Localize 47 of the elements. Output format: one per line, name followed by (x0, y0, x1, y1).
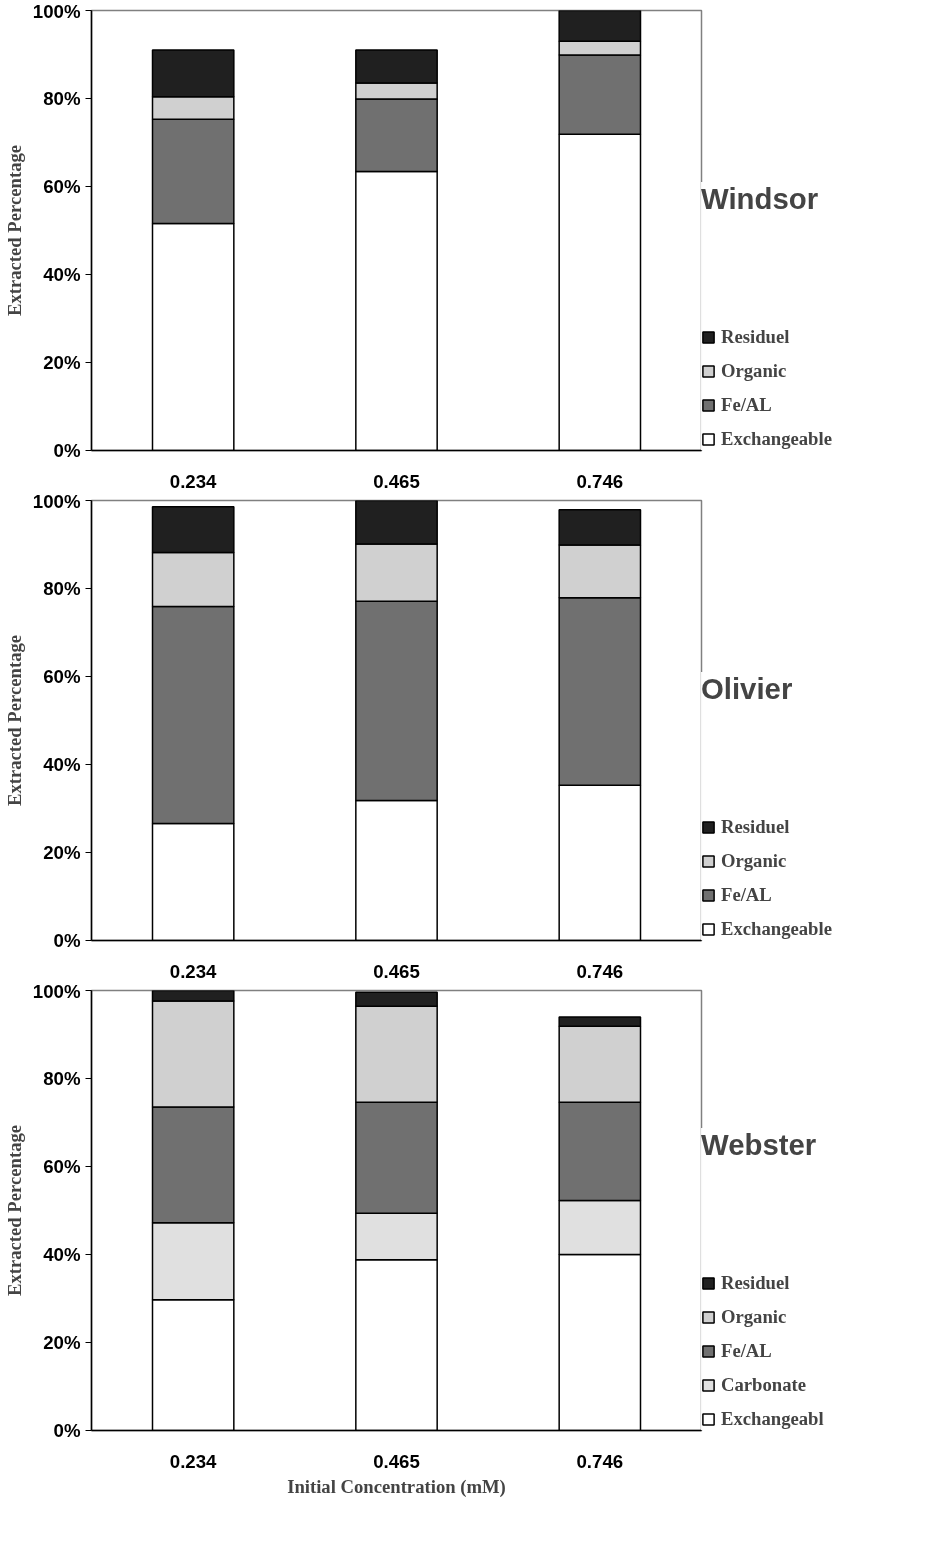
y-tick-label: 40% (43, 1244, 81, 1265)
x-tick-label: 0.234 (169, 470, 218, 492)
y-tick-label: 80% (43, 88, 81, 109)
y-tick-label: 20% (43, 352, 81, 373)
y-tick-label: 0% (53, 440, 81, 461)
legend-label: Carbonate (721, 1374, 806, 1396)
y-tick-label: 100% (32, 0, 81, 22)
legend-label: Organic (721, 360, 787, 382)
legend-label: Residuel (721, 816, 790, 838)
x-axis-title: Initial Concentration (mM) (287, 1475, 506, 1498)
x-tick-label: 0.465 (373, 960, 420, 982)
text: Olivier (701, 672, 794, 706)
text: Webster (701, 1128, 818, 1162)
y-tick-label: 0% (53, 930, 81, 951)
x-tick-label: 0.234 (169, 1450, 218, 1472)
y-tick-label: 20% (43, 842, 81, 863)
y-tick-label: 40% (43, 264, 81, 285)
legend-label: Organic (721, 1306, 787, 1328)
y-tick-label: 60% (43, 176, 81, 197)
legend-label: Organic (721, 850, 787, 872)
y-tick-label: 100% (32, 490, 81, 512)
legend-label: Exchangeabl (721, 1408, 824, 1430)
legend-label: Fe/AL (721, 884, 772, 906)
y-tick-label: 80% (43, 1068, 81, 1089)
y-tick-label: 0% (53, 1420, 81, 1441)
x-tick-label: 0.746 (576, 1450, 624, 1472)
y-axis-title: Extracted Percentage (3, 1124, 25, 1297)
x-tick-label: 0.465 (373, 1450, 420, 1472)
y-tick-label: 60% (43, 666, 81, 687)
legend-label: Exchangeable (721, 428, 832, 450)
x-tick-label: 0.746 (576, 960, 624, 982)
text: Windsor (701, 182, 820, 216)
legend-label: Residuel (721, 326, 790, 348)
y-tick-label: 100% (32, 980, 81, 1002)
x-tick-label: 0.465 (373, 470, 420, 492)
y-tick-label: 20% (43, 1332, 81, 1353)
y-tick-label: 60% (43, 1156, 81, 1177)
y-axis-title: Extracted Percentage (3, 144, 25, 317)
x-tick-label: 0.746 (576, 470, 624, 492)
legend-label: Fe/AL (721, 394, 772, 416)
legend-label: Fe/AL (721, 1340, 772, 1362)
legend-label: Exchangeable (721, 918, 832, 940)
y-tick-label: 40% (43, 754, 81, 775)
y-axis-title: Extracted Percentage (3, 634, 25, 807)
x-tick-label: 0.234 (169, 960, 218, 982)
y-tick-label: 80% (43, 578, 81, 599)
legend-label: Residuel (721, 1272, 790, 1294)
